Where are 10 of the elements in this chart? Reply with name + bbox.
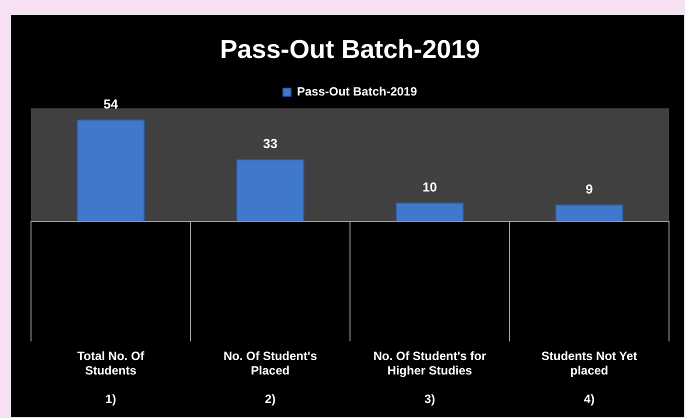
data-label: 9 [586,182,593,196]
category-label: Students Not Yet placed 4) [541,348,638,406]
data-label: 10 [422,180,437,195]
category-label: No. Of Student's for Higher Studies 3) [373,348,486,406]
chart-title: Pass-Out Batch-2019 [220,34,480,64]
category-label: No. Of Student's Placed 2) [223,348,318,406]
category-label: Total No. Of Students 1) [77,348,144,406]
data-label: 54 [104,96,119,112]
legend-label: Pass-Out Batch-2019 [296,84,418,99]
data-label: 33 [263,136,278,152]
